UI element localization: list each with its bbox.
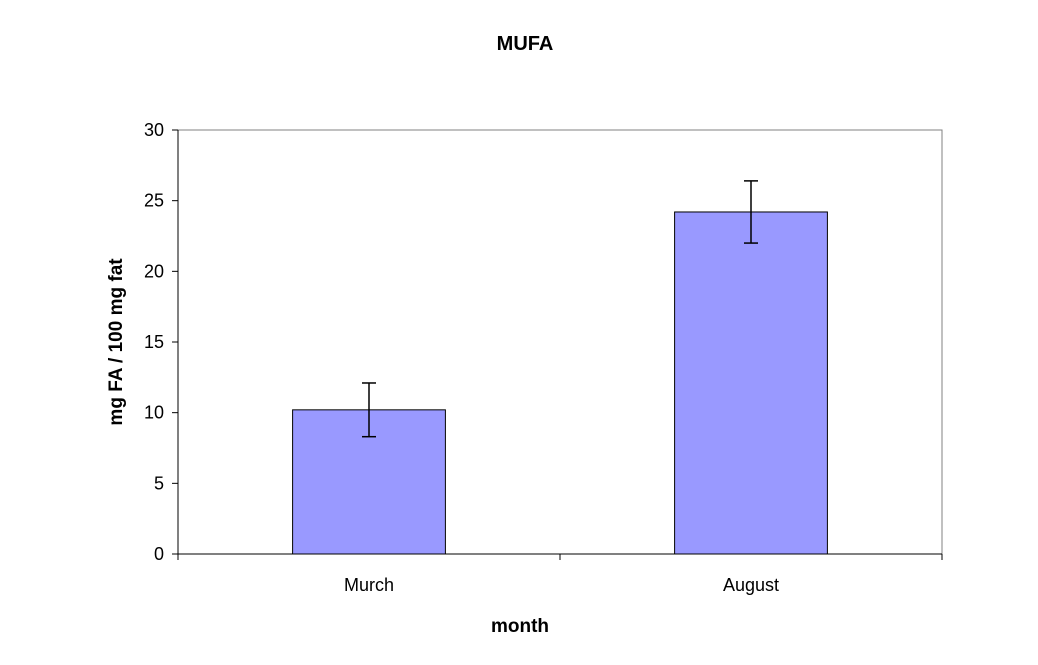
y-axis-title: mg FA / 100 mg fat <box>106 258 127 426</box>
y-tick-label: 30 <box>144 120 164 140</box>
bars <box>292 180 828 555</box>
y-tick-label: 20 <box>144 261 164 281</box>
y-axis: 0 5 10 15 20 25 30 <box>144 120 179 564</box>
y-tick-label: 0 <box>154 544 164 564</box>
y-tick-label: 25 <box>144 191 164 211</box>
x-tick-label: August <box>723 575 779 595</box>
y-tick-label: 5 <box>154 473 164 493</box>
bar-august <box>674 211 828 555</box>
x-axis: Murch August <box>177 553 943 595</box>
chart-title: MUFA <box>497 33 554 55</box>
x-tick-label: Murch <box>344 575 394 595</box>
x-axis-title: month <box>491 616 549 637</box>
y-tick-label: 10 <box>144 403 164 423</box>
y-tick-label: 15 <box>144 332 164 352</box>
